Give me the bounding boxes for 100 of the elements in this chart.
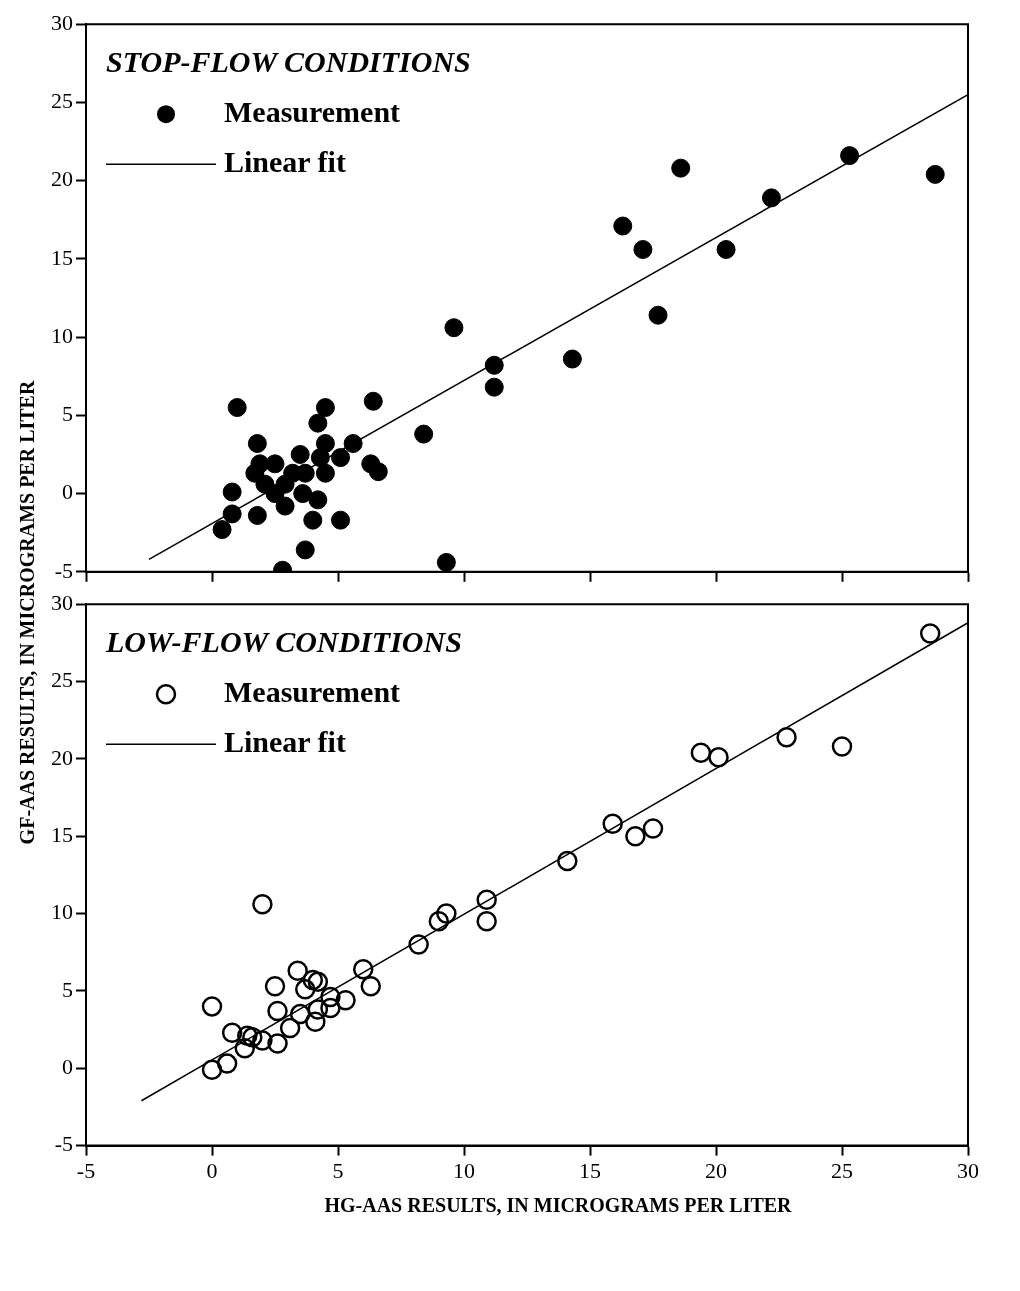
point xyxy=(335,989,356,1011)
point xyxy=(331,510,351,530)
y-tick-label: 5 xyxy=(62,976,73,1002)
point xyxy=(602,813,623,835)
x-tick-label: 25 xyxy=(831,1157,853,1183)
point xyxy=(444,318,464,338)
point xyxy=(761,188,781,208)
point xyxy=(212,520,232,540)
point xyxy=(633,240,653,259)
y-tick-label: 30 xyxy=(51,589,73,615)
legend-label: Measurement xyxy=(224,674,401,708)
point xyxy=(708,747,729,768)
y-tick-label: 15 xyxy=(51,822,73,848)
point xyxy=(252,1030,273,1051)
y-tick-label: 20 xyxy=(51,166,73,192)
point xyxy=(557,850,578,872)
legend-label: Linear fit xyxy=(224,724,346,758)
point xyxy=(234,1037,256,1059)
point xyxy=(293,484,313,504)
point xyxy=(476,889,497,910)
y-tick-label: 20 xyxy=(51,744,73,770)
point xyxy=(201,996,223,1017)
point xyxy=(242,1027,263,1048)
point xyxy=(294,979,316,1000)
point xyxy=(222,482,242,502)
point xyxy=(919,623,941,644)
text: STOP-FLOW CONDITIONS xyxy=(106,44,471,78)
y-tick-label: 0 xyxy=(62,479,73,505)
point xyxy=(625,825,646,847)
point xyxy=(320,997,341,1019)
point xyxy=(237,1025,258,1047)
y-tick-label: -5 xyxy=(54,1131,73,1157)
point xyxy=(831,736,853,757)
point xyxy=(267,1000,288,1022)
y-tick-label: 30 xyxy=(51,9,73,35)
point xyxy=(840,146,860,166)
point xyxy=(289,1003,311,1025)
point xyxy=(408,934,429,955)
legend-label: Measurement xyxy=(224,94,401,128)
point xyxy=(307,999,329,1020)
point xyxy=(216,1053,238,1074)
point xyxy=(436,903,457,924)
y-tick-label: 0 xyxy=(62,1054,73,1080)
point xyxy=(264,976,286,997)
x-tick-label: 15 xyxy=(579,1157,601,1183)
point xyxy=(227,398,247,418)
point xyxy=(265,484,285,504)
point xyxy=(290,444,310,464)
y-tick-label: 10 xyxy=(51,899,73,925)
point xyxy=(308,413,328,433)
point xyxy=(315,463,335,483)
point xyxy=(279,1017,301,1039)
point xyxy=(436,552,456,572)
x-tick-label: 5 xyxy=(332,1157,344,1183)
point xyxy=(252,894,273,915)
point xyxy=(267,1033,288,1054)
y-tick-label: -5 xyxy=(54,557,73,583)
y-tick-label: 25 xyxy=(51,667,73,693)
point xyxy=(265,454,285,474)
point xyxy=(343,434,363,454)
point xyxy=(776,726,797,748)
legend-label: Linear fit xyxy=(224,144,346,178)
point xyxy=(562,349,582,369)
point xyxy=(484,355,504,375)
point xyxy=(247,505,267,525)
point xyxy=(716,240,736,259)
x-tick-label: 20 xyxy=(705,1157,727,1183)
point xyxy=(476,911,497,932)
point xyxy=(671,158,691,178)
point xyxy=(275,496,295,516)
point xyxy=(484,377,504,397)
point xyxy=(925,164,945,184)
point xyxy=(320,986,341,1008)
point xyxy=(352,959,374,980)
point xyxy=(690,742,712,763)
point xyxy=(307,971,329,992)
point xyxy=(201,1059,223,1081)
point xyxy=(303,510,323,530)
point xyxy=(315,398,335,418)
text: LOW-FLOW CONDITIONS xyxy=(105,624,462,658)
y-axis-title: GF-AAS RESULTS, IN MICROGRAMS PER LITER xyxy=(16,380,40,845)
y-tick-label: 15 xyxy=(51,244,73,270)
point xyxy=(360,976,382,997)
point xyxy=(221,1022,243,1043)
point xyxy=(368,462,388,482)
point xyxy=(331,448,351,468)
point xyxy=(287,960,308,982)
point xyxy=(428,911,450,932)
y-tick-label: 25 xyxy=(51,88,73,114)
point xyxy=(295,540,315,560)
x-tick-label: 30 xyxy=(957,1157,979,1183)
y-tick-label: 10 xyxy=(51,322,73,348)
point xyxy=(363,391,383,411)
x-axis-title: HG-AAS RESULTS, IN MICROGRAMS PER LITER xyxy=(323,1194,793,1217)
y-tick-label: 5 xyxy=(62,401,73,427)
point xyxy=(642,818,664,839)
point xyxy=(613,216,633,236)
point xyxy=(250,454,270,474)
point xyxy=(310,448,330,468)
x-tick-label: 0 xyxy=(206,1157,218,1183)
